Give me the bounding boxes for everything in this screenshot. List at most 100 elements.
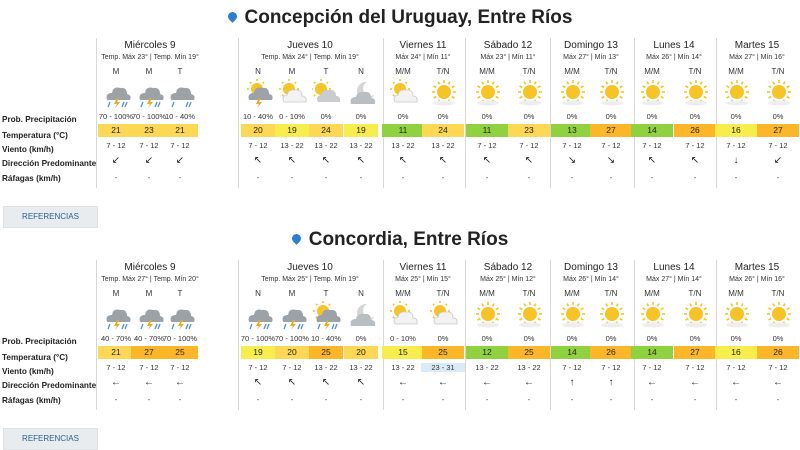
temperature-cell: 24 — [422, 124, 464, 137]
wind-gust: - — [324, 395, 328, 404]
day-max-temp: Temp. Máx 24° — [261, 54, 308, 61]
period-label: T/N — [436, 289, 450, 298]
wind-gust: - — [485, 173, 489, 182]
day-temp-range: Máx 26° | Mín 14° — [634, 54, 714, 61]
sun-icon — [473, 78, 503, 108]
day-temp-range: Máx 27° | Mín 13° — [551, 54, 631, 61]
period-label: M — [145, 67, 153, 76]
precip-prob: 0% — [646, 334, 658, 343]
precip-prob: 70 - 100% — [274, 334, 310, 343]
row-label: Viento (km/h) — [2, 145, 54, 154]
day-min-temp: Mín 11° — [511, 54, 536, 61]
wind-speed: 13 - 22 — [391, 141, 415, 150]
row-label: Ráfagas (km/h) — [2, 174, 61, 183]
temperature-cell: 13 — [551, 124, 593, 137]
temperature-cell: 21 — [98, 346, 134, 359]
wind-speed: 7 - 12 — [562, 141, 582, 150]
wind-speed: 23 - 31 — [421, 363, 465, 372]
wind-direction-arrow-icon: ↖ — [253, 377, 263, 388]
wind-direction-arrow-icon: ← — [111, 377, 121, 388]
wind-direction-arrow-icon: ↙ — [111, 155, 121, 166]
sub-separator: | — [147, 276, 154, 283]
wind-gust: - — [359, 173, 363, 182]
temperature-cell: 20 — [275, 346, 309, 359]
day-max-temp: Máx 23° — [480, 54, 507, 61]
period-label: T/N — [688, 289, 702, 298]
wind-direction-arrow-icon: ↖ — [482, 155, 492, 166]
day-max-temp: Temp. Máx 27° — [101, 276, 148, 283]
day-name: Sábado 12 — [483, 262, 533, 273]
wind-direction-arrow-icon: ← — [144, 377, 154, 388]
wind-direction-arrow-icon: ← — [773, 377, 783, 388]
row-label: Viento (km/h) — [2, 367, 54, 376]
wind-speed: 7 - 12 — [726, 141, 746, 150]
wind-direction-arrow-icon: ↖ — [356, 155, 366, 166]
sun-icon — [515, 300, 545, 330]
day-temp-range: Máx 25° | Mín 12° — [468, 276, 548, 283]
sub-separator: | — [505, 276, 512, 283]
period-label: M/M — [395, 67, 411, 76]
wind-direction-arrow-icon: ↖ — [287, 377, 297, 388]
sun-icon — [681, 300, 711, 330]
precip-prob: 10 - 40% — [164, 112, 196, 121]
wind-direction-arrow-icon: ↖ — [356, 377, 366, 388]
precip-prob: 0% — [481, 334, 493, 343]
precip-prob: 70 - 100% — [98, 112, 134, 121]
wind-gust: - — [734, 395, 738, 404]
row-label: Prob. Precipitación — [2, 337, 77, 346]
sub-separator: | — [671, 54, 678, 61]
precip-prob: 0% — [397, 112, 409, 121]
temperature-cell: 15 — [382, 346, 424, 359]
wind-speed: 13 - 22 — [517, 363, 541, 372]
day-divider — [238, 260, 239, 410]
sun-icon — [638, 78, 668, 108]
period-label: T — [323, 289, 329, 298]
storm-rain-icon — [102, 78, 132, 108]
day-divider — [634, 38, 635, 188]
wind-speed: 7 - 12 — [139, 141, 159, 150]
day-divider — [716, 38, 717, 188]
wind-gust: - — [290, 173, 294, 182]
period-label: T/N — [771, 289, 785, 298]
wind-direction-arrow-icon: ↖ — [524, 155, 534, 166]
day-min-temp: Mín 14° — [677, 54, 702, 61]
temperature-cell: 27 — [590, 124, 632, 137]
storm-rain-icon — [135, 78, 165, 108]
day-max-temp: Máx 26° — [729, 276, 755, 283]
day-max-temp: Máx 25° — [480, 276, 506, 283]
wind-direction-arrow-icon: ↖ — [321, 377, 331, 388]
period-label: M — [145, 289, 153, 298]
day-name: Lunes 14 — [653, 262, 695, 273]
precip-prob: 0 - 10% — [279, 112, 305, 121]
day-temp-range: Máx 23° | Mín 11° — [468, 54, 548, 61]
wind-direction-arrow-icon: ← — [524, 377, 534, 388]
day-max-temp: Máx 24° — [395, 54, 422, 61]
references-button[interactable]: REFERENCIAS — [3, 206, 98, 228]
wind-direction-arrow-icon: ← — [398, 377, 408, 388]
wind-speed: 7 - 12 — [282, 363, 302, 372]
period-label: T/N — [604, 67, 618, 76]
partly-sunny-icon — [389, 300, 419, 330]
day-name: Miércoles 9 — [124, 262, 176, 273]
wind-speed: 7 - 12 — [519, 141, 539, 150]
day-max-temp: Máx 25° — [395, 276, 421, 283]
day-name: Jueves 10 — [287, 40, 333, 51]
precip-prob: 0% — [772, 112, 784, 121]
temperature-cell: 14 — [631, 346, 673, 359]
period-label: M/M — [479, 67, 495, 76]
day-min-temp: Temp. Mín 19° — [153, 54, 199, 61]
period-label: M/M — [728, 67, 744, 76]
temperature-cell: 26 — [674, 124, 716, 137]
temperature-cell: 19 — [275, 124, 309, 137]
references-button[interactable]: REFERENCIAS — [3, 428, 98, 450]
wind-gust: - — [609, 173, 613, 182]
partly-sunny-icon — [389, 78, 419, 108]
day-min-temp: Mín 14° — [677, 276, 702, 283]
day-name: Viernes 11 — [399, 262, 447, 273]
wind-direction-arrow-icon: ↘ — [567, 155, 577, 166]
day-temp-range: Máx 26° | Mín 14° — [551, 276, 631, 283]
wind-gust: - — [290, 395, 294, 404]
day-temp-range: Máx 24° | Mín 11° — [383, 54, 463, 61]
precip-prob: 0% — [355, 112, 367, 121]
day-max-temp: Máx 27° — [646, 276, 672, 283]
